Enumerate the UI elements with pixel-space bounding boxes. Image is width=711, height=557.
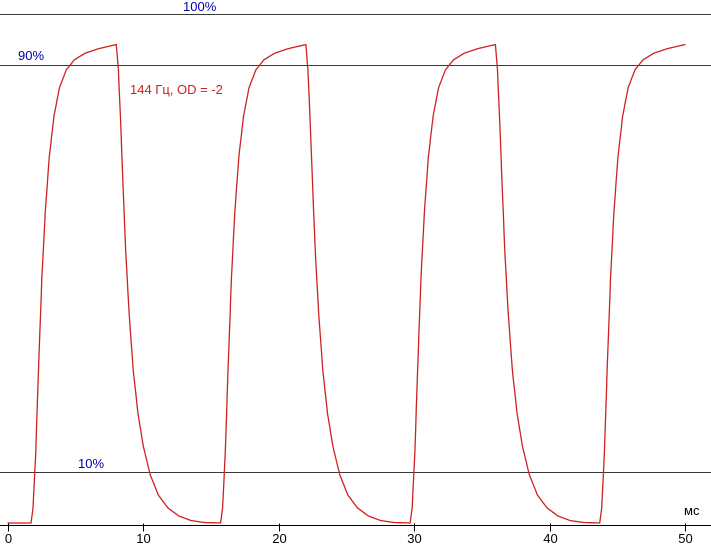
annotation-refresh-overdrive: 144 Гц, OD = -2 — [130, 82, 223, 97]
label-90-percent: 90% — [18, 48, 45, 63]
x-axis-tick-label: 30 — [407, 531, 422, 546]
label-100-percent: 100% — [183, 0, 217, 14]
waveform-trace — [7, 43, 686, 524]
x-axis-tick-label: 50 — [678, 531, 693, 546]
label-10-percent: 10% — [78, 456, 105, 471]
x-axis-tick-label: 40 — [543, 531, 558, 546]
x-axis-tick-label: 20 — [272, 531, 287, 546]
x-axis-tick-label: 10 — [136, 531, 151, 546]
x-axis-unit-label: мс — [684, 503, 700, 518]
x-axis-tick-label: 0 — [4, 531, 13, 546]
